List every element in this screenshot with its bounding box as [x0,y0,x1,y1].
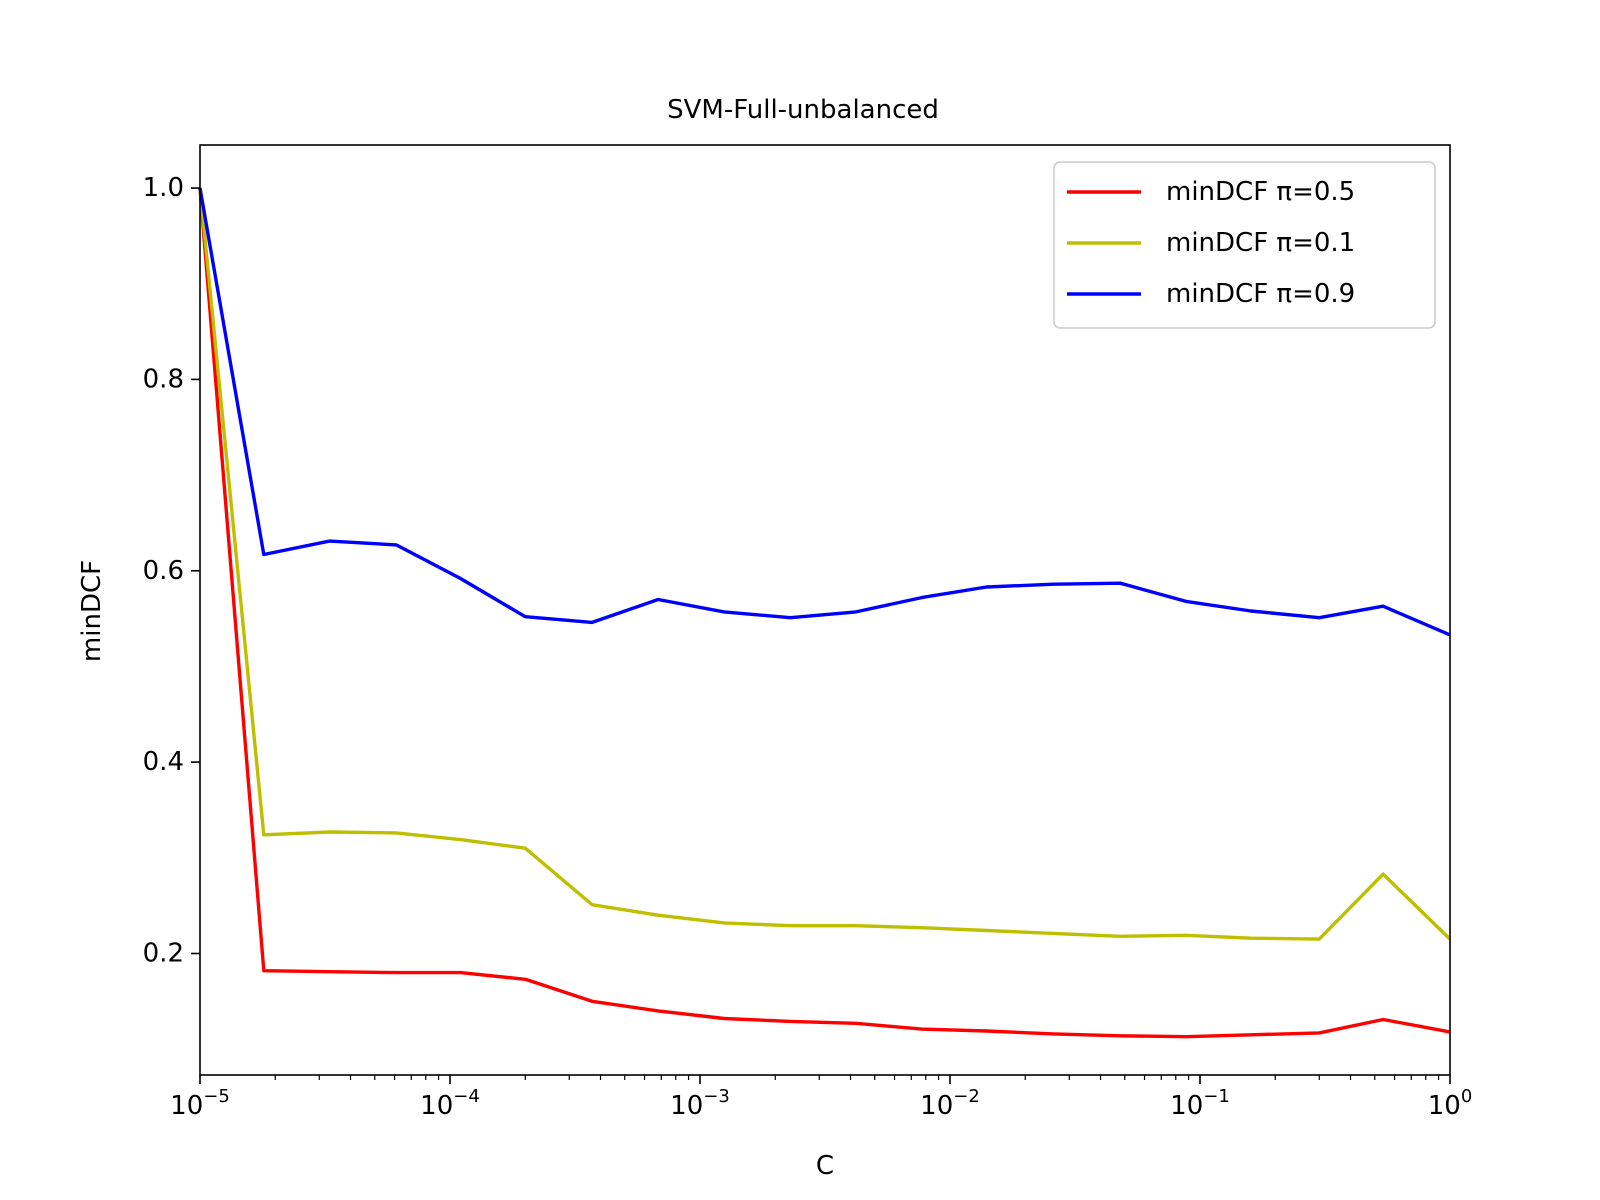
legend: minDCF π=0.5 minDCF π=0.1 minDCF π=0.9 [1053,161,1436,329]
x-tick-label: 10−1 [1170,1086,1230,1121]
y-tick-label: 0.4 [143,747,184,777]
series-line-2 [198,187,1452,941]
series-line-3 [198,187,1451,637]
x-tick-label: 10−4 [420,1086,480,1121]
chart-title: SVM-Full-unbalanced [667,95,939,125]
y-tick-label: 1.0 [143,173,184,203]
series-layer [198,187,1452,1039]
x-axis: 10−5 10−4 10−3 10−2 10−1 100 [170,1075,1472,1121]
y-axis-label: minDCF [77,560,107,662]
y-tick-label: 0.8 [143,364,184,394]
legend-label: minDCF π=0.5 [1166,177,1355,207]
legend-label: minDCF π=0.1 [1166,228,1355,258]
x-axis-label: C [816,1151,834,1181]
x-tick-label: 100 [1428,1086,1473,1121]
series-line-1 [198,187,1451,1039]
legend-label: minDCF π=0.9 [1166,279,1355,309]
axes-frame [199,144,1451,1076]
y-tick-label: 0.6 [143,556,184,586]
x-tick-label: 10−2 [920,1086,980,1121]
y-axis: 0.2 0.4 0.6 0.8 1.0 [143,173,200,968]
x-tick-label: 10−5 [170,1086,230,1121]
y-tick-label: 0.2 [143,938,184,968]
x-tick-label: 10−3 [670,1086,730,1121]
legend-box [1053,161,1436,329]
